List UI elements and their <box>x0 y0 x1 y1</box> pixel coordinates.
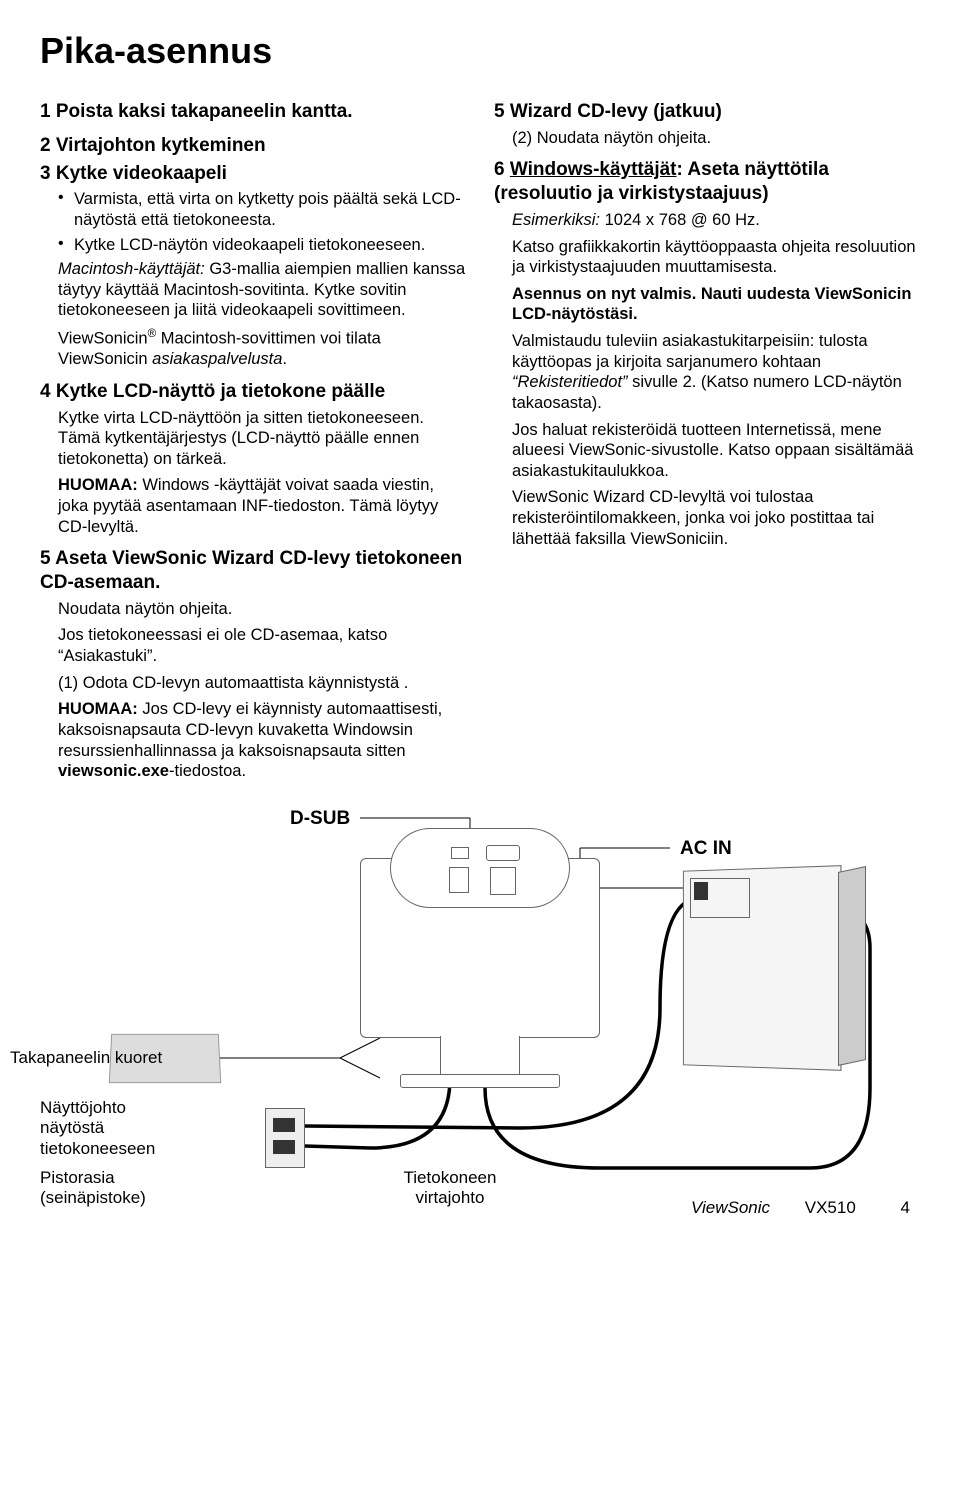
wall-outlet-icon <box>265 1108 305 1168</box>
page-title: Pika-asennus <box>40 30 920 72</box>
step-1-heading: 1 Poista kaksi takapaneelin kantta. <box>40 100 466 124</box>
step5-para-3: (1) Odota CD-levyn automaattista käynnis… <box>58 673 466 694</box>
computer-tower-side-icon <box>838 866 866 1066</box>
display-cable-label: Näyttöjohto näytöstä tietokoneeseen <box>40 1098 190 1159</box>
footer-brand: ViewSonic <box>691 1198 770 1217</box>
step-5-heading: 5 Aseta ViewSonic Wizard CD-levy tietoko… <box>40 547 466 595</box>
step3-bullet-1-text: Varmista, että virta on kytketty pois pä… <box>74 189 466 230</box>
step-2-heading: 2 Virtajohton kytkeminen <box>40 134 466 158</box>
step-4-heading: 4 Kytke LCD-näyttö ja tietokone päälle <box>40 380 466 404</box>
step3-mac-note-1: Macintosh-käyttäjät: G3-mallia aiempien … <box>58 259 466 321</box>
dsub-label: D-SUB <box>290 808 350 830</box>
step3-bullet-1: • Varmista, että virta on kytketty pois … <box>58 189 466 230</box>
step-3-heading: 3 Kytke videokaapeli <box>40 162 466 186</box>
right-column: 5 Wizard CD-levy (jatkuu) (2) Noudata nä… <box>494 100 920 788</box>
outlet-plug-1-icon <box>273 1118 295 1132</box>
step3-bullet-2-text: Kytke LCD-näytön videokaapeli tietokonee… <box>74 235 466 256</box>
step6-para-2: Katso grafiikkakortin käyttöoppaasta ohj… <box>512 237 920 278</box>
pc-powercord-label: Tietokoneen virtajohto <box>380 1168 520 1209</box>
footer-model: VX510 <box>805 1198 856 1217</box>
panel-cover-label: Takapaneelin kuoret <box>10 1048 162 1068</box>
step3-mac-note-2: ViewSonicin® Macintosh-sovittimen voi ti… <box>58 327 466 370</box>
acin-label: AC IN <box>680 838 732 860</box>
connection-diagram: D-SUB AC IN Takapaneelin kuoret <box>40 748 920 1188</box>
step6-para-4: Jos haluat rekisteröidä tuotteen Interne… <box>512 420 920 482</box>
monitor-back-icon <box>340 828 620 1068</box>
step3-bullet-2: • Kytke LCD-näytön videokaapeli tietokon… <box>58 235 466 256</box>
step-6-heading: 6 Windows-käyttäjät: Aseta näyttötila (r… <box>494 158 920 206</box>
step6-example: Esimerkiksi: 1024 x 768 @ 60 Hz. <box>512 210 920 231</box>
step6-done: Asennus on nyt valmis. Nauti uudesta Vie… <box>512 284 920 325</box>
bullet-dot-icon: • <box>58 189 74 230</box>
psu-plug-icon <box>694 882 708 900</box>
outlet-plug-2-icon <box>273 1140 295 1154</box>
step6-para-5: ViewSonic Wizard CD-levyltä voi tulostaa… <box>512 487 920 549</box>
wall-outlet-label: Pistorasia (seinäpistoke) <box>40 1168 200 1209</box>
footer-page-number: 4 <box>901 1198 910 1217</box>
content-columns: 1 Poista kaksi takapaneelin kantta. 2 Vi… <box>40 100 920 788</box>
step-5c-heading: 5 Wizard CD-levy (jatkuu) <box>494 100 920 124</box>
step4-para-1: Kytke virta LCD-näyttöön ja sitten tieto… <box>58 408 466 470</box>
step4-note: HUOMAA: Windows -käyttäjät voivat saada … <box>58 475 466 537</box>
step5-para-1: Noudata näytön ohjeita. <box>58 599 466 620</box>
step6-para-3: Valmistaudu tuleviin asiakastukitarpeisi… <box>512 331 920 414</box>
step5-para-2: Jos tietokoneessasi ei ole CD-asemaa, ka… <box>58 625 466 666</box>
bullet-dot-icon: • <box>58 235 74 256</box>
left-column: 1 Poista kaksi takapaneelin kantta. 2 Vi… <box>40 100 466 788</box>
step5c-para-1: (2) Noudata näytön ohjeita. <box>512 128 920 149</box>
